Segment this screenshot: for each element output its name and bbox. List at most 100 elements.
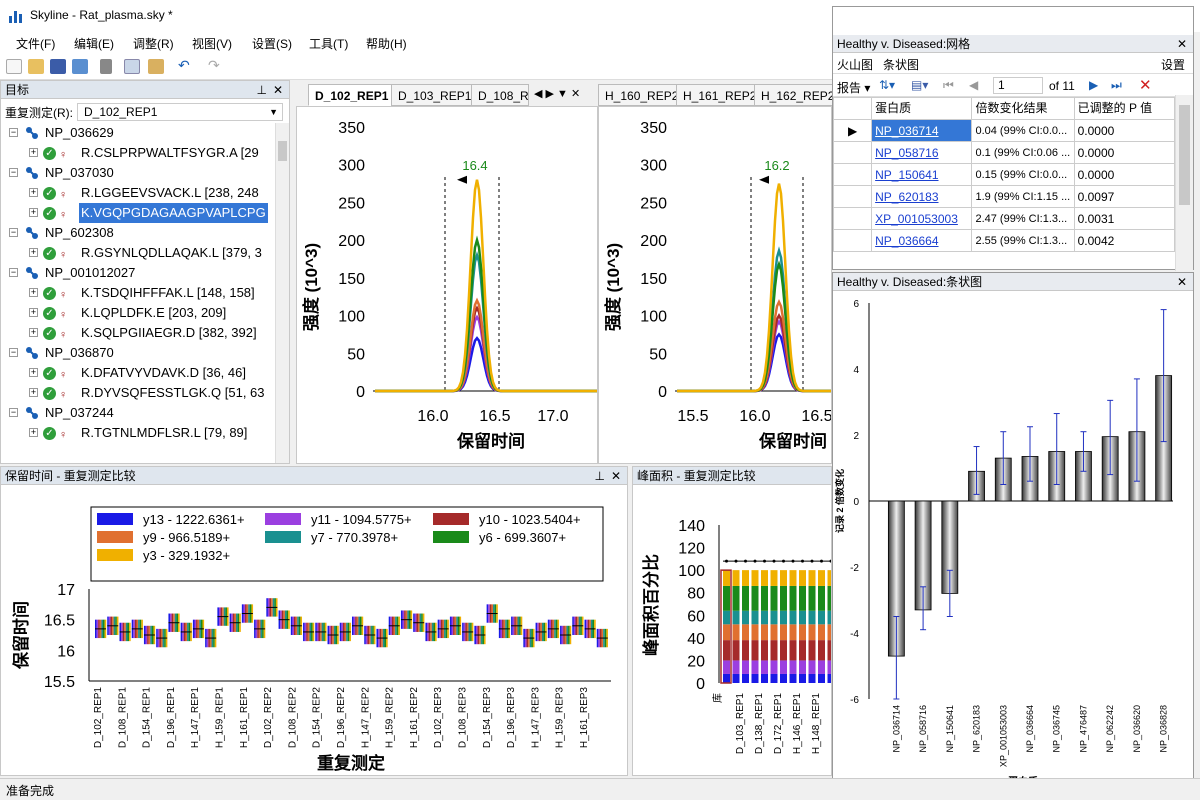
expand-icon[interactable]: +	[29, 427, 38, 437]
tab-bar-chart[interactable]: 条状图	[883, 58, 920, 72]
expand-icon[interactable]: +	[29, 387, 38, 397]
row-selector[interactable]	[832, 141, 873, 164]
fold-change-cell[interactable]: 2.55 (99% CI:1.3...	[971, 229, 1075, 252]
protein-cell[interactable]: NP_036664	[871, 229, 973, 252]
tree-peptide-node[interactable]: + ✓ ♀ K.DFATVYVDAVK.D [36, 46]	[1, 363, 275, 383]
menu-settings[interactable]: 设置(S)	[252, 37, 292, 51]
protein-link[interactable]: NP_036664	[875, 233, 939, 248]
undo-icon[interactable]: ↶	[178, 57, 190, 73]
delete-icon[interactable]: ✕	[1139, 77, 1152, 94]
next-page-icon[interactable]: ▶	[1089, 78, 1099, 92]
replicate-select[interactable]: D_102_REP1 ▼	[77, 103, 283, 121]
paste-icon[interactable]	[148, 59, 164, 74]
prev-page-icon[interactable]: ◀	[969, 78, 979, 92]
menu-refine[interactable]: 调整(R)	[133, 37, 174, 51]
first-page-icon[interactable]: ⏮	[943, 78, 954, 92]
row-selector[interactable]	[832, 185, 873, 208]
protein-cell[interactable]: NP_058716	[871, 141, 973, 164]
protein-cell[interactable]: NP_150641	[871, 163, 973, 186]
adjusted-p-cell[interactable]: 0.0000	[1073, 141, 1176, 164]
tree-peptide-node[interactable]: + ✓ ♀ K.VGQPGDAGAAGPVAPLCPG	[1, 203, 275, 223]
fold-change-cell[interactable]: 0.15 (99% CI:0.0...	[971, 163, 1075, 186]
protein-link[interactable]: XP_001053003	[875, 211, 958, 226]
tab-volcano[interactable]: 火山图	[837, 58, 874, 72]
close-icon[interactable]: ✕	[610, 469, 621, 483]
new-file-icon[interactable]	[6, 59, 22, 74]
grid-row[interactable]: XP_001053003 2.47 (99% CI:1.3... 0.0031	[832, 207, 1176, 230]
save-icon[interactable]	[50, 59, 66, 74]
tab-nav-icon[interactable]: ◀ ▶ ▼ ✕	[534, 88, 581, 100]
tree-peptide-node[interactable]: + ✓ ♀ R.CSLPRPWALTFSYGR.A [29	[1, 143, 275, 163]
copy-icon[interactable]	[124, 59, 140, 74]
collapse-icon[interactable]: −	[9, 167, 18, 177]
protein-link[interactable]: NP_150641	[875, 167, 939, 182]
col-protein[interactable]: 蛋白质	[871, 97, 973, 120]
cut-icon[interactable]	[100, 59, 112, 74]
fold-change-cell[interactable]: 1.9 (99% CI:1.15 ...	[971, 185, 1075, 208]
grid-row[interactable]: NP_058716 0.1 (99% CI:0.06 ... 0.0000	[832, 141, 1176, 164]
last-page-icon[interactable]: ⏭	[1111, 78, 1122, 92]
expand-icon[interactable]: +	[29, 367, 38, 377]
menu-file[interactable]: 文件(F)	[16, 37, 56, 51]
tree-peptide-node[interactable]: + ✓ ♀ K.SQLPGIIAEGR.D [382, 392]	[1, 323, 275, 343]
tree-peptide-node[interactable]: + ✓ ♀ R.TGTNLMDFLSR.L [79, 89]	[1, 423, 275, 443]
grid-row[interactable]: NP_620183 1.9 (99% CI:1.15 ... 0.0097	[832, 185, 1176, 208]
expand-icon[interactable]: +	[29, 327, 38, 337]
protein-cell[interactable]: NP_620183	[871, 185, 973, 208]
menu-tools[interactable]: 工具(T)	[309, 37, 349, 51]
tab-d103-rep1[interactable]: D_103_REP1	[391, 84, 479, 106]
close-icon[interactable]: ✕	[1176, 275, 1187, 289]
tree-protein-node[interactable]: − NP_001012027	[1, 263, 275, 283]
adjusted-p-cell[interactable]: 0.0097	[1073, 185, 1176, 208]
grid-row[interactable]: NP_150641 0.15 (99% CI:0.0... 0.0000	[832, 163, 1176, 186]
protein-cell[interactable]: XP_001053003	[871, 207, 973, 230]
expand-icon[interactable]: +	[29, 247, 38, 257]
settings-link[interactable]: 设置	[1160, 58, 1185, 72]
grid-row[interactable]: NP_036664 2.55 (99% CI:1.3... 0.0042	[832, 229, 1176, 252]
tree-scrollbar[interactable]	[275, 123, 289, 463]
expand-icon[interactable]: +	[29, 147, 38, 157]
tree-protein-node[interactable]: − NP_036870	[1, 343, 275, 363]
adjusted-p-cell[interactable]: 0.0000	[1073, 119, 1176, 142]
close-icon[interactable]: ✕	[1176, 37, 1187, 51]
protein-link[interactable]: NP_058716	[875, 145, 939, 160]
col-fold-change[interactable]: 倍数变化结果	[971, 97, 1075, 120]
expand-icon[interactable]: +	[29, 287, 38, 297]
tab-h161-rep2[interactable]: H_161_REP2	[676, 84, 764, 106]
protein-link[interactable]: NP_036714	[875, 123, 939, 138]
pin-icon[interactable]: ⊥	[594, 469, 605, 483]
tree-peptide-node[interactable]: + ✓ ♀ R.DYVSQFESSTLGK.Q [51, 63	[1, 383, 275, 403]
row-selector[interactable]	[832, 163, 873, 186]
tree-protein-node[interactable]: − NP_037244	[1, 403, 275, 423]
tree-protein-node[interactable]: − NP_036629	[1, 123, 275, 143]
tab-d102-rep1[interactable]: D_102_REP1	[308, 84, 396, 106]
row-selector[interactable]	[832, 207, 873, 230]
col-adjusted-p[interactable]: 已调整的 P 值	[1073, 97, 1176, 120]
tree-protein-node[interactable]: − NP_037030	[1, 163, 275, 183]
protein-link[interactable]: NP_620183	[875, 189, 939, 204]
tab-h162-rep2[interactable]: H_162_REP2	[754, 84, 842, 106]
menu-view[interactable]: 视图(V)	[192, 37, 232, 51]
collapse-icon[interactable]: −	[9, 407, 18, 417]
scrollbar-thumb[interactable]	[278, 141, 287, 161]
adjusted-p-cell[interactable]: 0.0000	[1073, 163, 1176, 186]
expand-icon[interactable]: +	[29, 187, 38, 197]
grid-scrollbar[interactable]	[1175, 95, 1193, 271]
tree-peptide-node[interactable]: + ✓ ♀ R.LGGEEVSVACK.L [238, 248	[1, 183, 275, 203]
expand-icon[interactable]: +	[29, 307, 38, 317]
fold-change-cell[interactable]: 2.47 (99% CI:1.3...	[971, 207, 1075, 230]
collapse-icon[interactable]: −	[9, 227, 18, 237]
menu-edit[interactable]: 编辑(E)	[74, 37, 114, 51]
tree-peptide-node[interactable]: + ✓ ♀ K.TSDQIHFFFAK.L [148, 158]	[1, 283, 275, 303]
fold-change-cell[interactable]: 0.04 (99% CI:0.0...	[971, 119, 1075, 142]
collapse-icon[interactable]: −	[9, 267, 18, 277]
import-icon[interactable]	[72, 59, 88, 74]
row-selector[interactable]	[832, 229, 873, 252]
open-folder-icon[interactable]	[28, 59, 44, 74]
fold-change-cell[interactable]: 0.1 (99% CI:0.06 ...	[971, 141, 1075, 164]
scrollbar-thumb[interactable]	[1179, 105, 1190, 205]
tree-protein-node[interactable]: − NP_602308	[1, 223, 275, 243]
tab-h160-rep2[interactable]: H_160_REP2	[598, 84, 686, 106]
tree-peptide-node[interactable]: + ✓ ♀ K.LQPLDFK.E [203, 209]	[1, 303, 275, 323]
adjusted-p-cell[interactable]: 0.0042	[1073, 229, 1176, 252]
